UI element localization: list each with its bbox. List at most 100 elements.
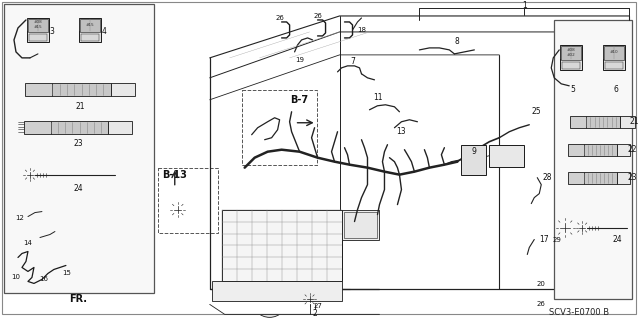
Text: 3: 3 [49, 27, 54, 36]
Circle shape [451, 51, 458, 57]
Text: 15: 15 [63, 271, 71, 277]
Text: 12: 12 [15, 215, 24, 220]
Text: 14: 14 [24, 240, 33, 246]
Circle shape [35, 238, 44, 247]
Bar [461, 145, 486, 174]
Bar [586, 116, 620, 128]
Text: FR.: FR. [69, 294, 87, 304]
Text: 2: 2 [312, 309, 317, 318]
Circle shape [526, 241, 532, 248]
Circle shape [172, 204, 184, 216]
Bar [562, 62, 580, 69]
Circle shape [305, 294, 315, 304]
Bar [158, 168, 218, 233]
Text: 18: 18 [357, 27, 366, 33]
Text: 27: 27 [313, 303, 322, 309]
Bar [25, 83, 52, 96]
Bar [584, 144, 616, 156]
Text: 11: 11 [372, 93, 382, 102]
Bar [554, 20, 632, 300]
Text: 19: 19 [295, 57, 304, 63]
Bar [221, 210, 342, 281]
Circle shape [397, 172, 402, 177]
Bar [108, 121, 132, 134]
Text: 21: 21 [75, 102, 84, 111]
Bar [560, 45, 582, 70]
Text: 25: 25 [531, 107, 541, 116]
Bar [616, 172, 630, 184]
Text: 20: 20 [537, 281, 546, 287]
Bar [570, 116, 586, 128]
Circle shape [526, 281, 532, 288]
Polygon shape [50, 295, 88, 308]
Bar [28, 19, 48, 32]
Circle shape [358, 71, 365, 77]
Bar [342, 210, 380, 240]
Text: B-13: B-13 [163, 170, 187, 180]
Bar [79, 18, 101, 42]
Text: 9: 9 [472, 147, 477, 156]
Text: #08
#15: #08 #15 [33, 20, 42, 29]
Bar [51, 121, 108, 134]
Circle shape [297, 149, 302, 154]
Bar [81, 33, 99, 41]
Bar [616, 144, 630, 156]
Text: #15: #15 [86, 23, 94, 27]
Text: 26: 26 [537, 301, 546, 308]
Bar [605, 62, 623, 69]
Text: 26: 26 [313, 13, 322, 19]
Bar [568, 144, 584, 156]
Circle shape [45, 266, 51, 272]
Bar [111, 83, 135, 96]
Text: 24: 24 [73, 184, 83, 193]
Text: 24: 24 [612, 235, 622, 244]
Text: 29: 29 [553, 236, 562, 242]
Text: 17: 17 [540, 235, 549, 244]
Text: 10: 10 [12, 274, 20, 280]
Bar [568, 172, 584, 184]
Bar [80, 19, 100, 32]
Circle shape [557, 219, 573, 235]
Bar [27, 18, 49, 42]
Text: SCV3-E0700 B: SCV3-E0700 B [549, 308, 609, 317]
Text: 23: 23 [627, 173, 637, 182]
Bar [212, 281, 342, 301]
Text: 22: 22 [627, 145, 637, 154]
Circle shape [534, 177, 540, 182]
Circle shape [342, 69, 348, 75]
Circle shape [315, 155, 320, 160]
Circle shape [332, 159, 337, 164]
Circle shape [577, 223, 587, 233]
Circle shape [526, 301, 532, 308]
Bar [242, 90, 317, 165]
Circle shape [382, 169, 387, 174]
Text: 1: 1 [522, 2, 527, 11]
Circle shape [347, 162, 352, 167]
Circle shape [23, 217, 33, 226]
Text: 16: 16 [40, 277, 49, 282]
Circle shape [57, 271, 63, 277]
Bar [604, 46, 624, 60]
Text: 8: 8 [455, 37, 460, 46]
Text: 26: 26 [275, 15, 284, 21]
Text: #10: #10 [610, 50, 618, 55]
Circle shape [387, 103, 392, 109]
Circle shape [25, 170, 35, 180]
Text: 7: 7 [350, 57, 355, 66]
Bar [24, 121, 51, 134]
Bar [603, 45, 625, 70]
Bar [344, 211, 378, 238]
Text: B-7: B-7 [291, 95, 308, 105]
Bar [52, 83, 111, 96]
Circle shape [520, 111, 528, 119]
Text: #08
#02: #08 #02 [567, 48, 575, 57]
Text: 4: 4 [101, 27, 106, 36]
Circle shape [412, 169, 417, 174]
Circle shape [365, 165, 370, 170]
Bar [490, 145, 524, 167]
Text: 23: 23 [73, 139, 83, 148]
Bar [29, 33, 47, 41]
Text: 21: 21 [629, 117, 639, 126]
Bar [561, 46, 581, 60]
Text: 13: 13 [397, 127, 406, 136]
